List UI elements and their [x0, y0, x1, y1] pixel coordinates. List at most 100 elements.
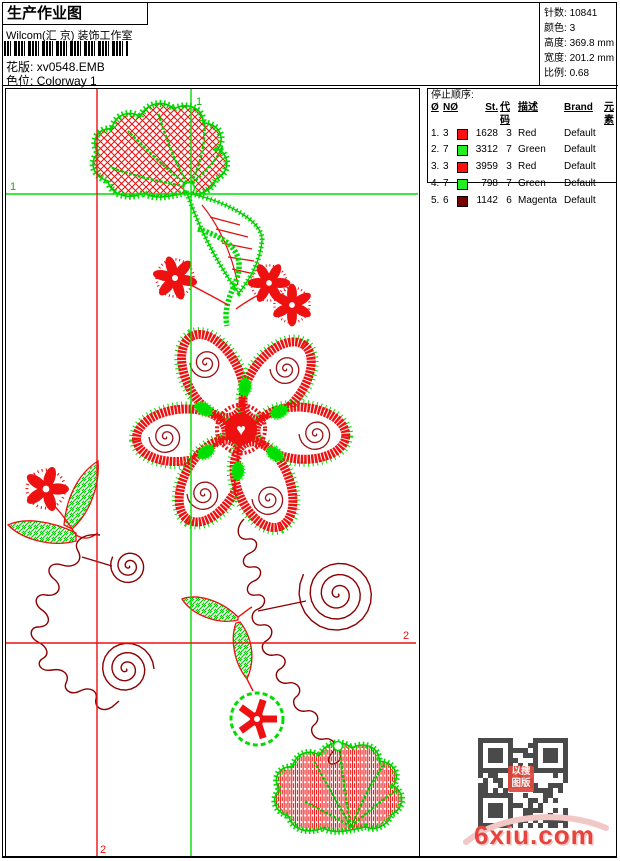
qr-module: [528, 743, 533, 748]
col-order: Ø: [431, 102, 439, 113]
qr-module: [563, 778, 568, 783]
seq-stitches: 3312: [475, 144, 498, 156]
colorway-value: Colorway 1: [36, 74, 97, 88]
qr-module: [523, 813, 528, 818]
qr-module: [558, 788, 563, 793]
pattern-file-line: 花版: xv0548.EMB: [6, 58, 105, 75]
seq-element: [604, 144, 614, 161]
col-stitches: St.: [485, 102, 498, 113]
color-swatch: [457, 162, 468, 174]
qr-module: [523, 793, 528, 798]
flower-stems: [190, 284, 267, 310]
stitch-count: 针数: 10841: [544, 8, 598, 19]
sequence-row: 3. 3 3959 3 Red Default: [431, 161, 616, 178]
design-height: 高度: 369.8 mm: [544, 38, 615, 49]
small-flower-left: [147, 250, 203, 306]
meander-stems: [30, 518, 342, 765]
qr-module: [493, 778, 498, 783]
qr-module: [483, 783, 488, 788]
qr-module: [553, 783, 558, 788]
site-watermark: 6xiu.com: [474, 820, 595, 850]
seq-code: 3: [506, 161, 512, 173]
studio-name: Wilcom(汇 京) 装饰工作室: [6, 30, 133, 42]
qr-module: [533, 798, 538, 803]
seq-code: 7: [506, 144, 512, 156]
bottom-maple-leaf: [275, 742, 402, 832]
bottom-leaves-pair: [181, 596, 254, 692]
seq-element: [604, 161, 614, 178]
qr-module: [563, 808, 568, 813]
qr-module: [528, 798, 533, 803]
qr-module: [553, 808, 558, 813]
seq-needle: 6: [443, 194, 449, 206]
qr-module: [538, 803, 543, 808]
seq-description: Magenta: [518, 194, 557, 206]
seq-description: Red: [518, 127, 537, 139]
qr-module: [543, 798, 548, 803]
qr-finder-icon: [478, 738, 513, 773]
end-marker-bottom: 2: [100, 844, 106, 856]
qr-module: [548, 783, 553, 788]
seq-needle: 7: [443, 177, 449, 189]
sequence-row: 2. 7 3312 7 Green Default: [431, 144, 616, 161]
qr-module: [478, 788, 483, 793]
seq-needle: 7: [443, 144, 449, 156]
qr-module: [518, 803, 523, 808]
qr-module: [488, 773, 493, 778]
color-swatch: [457, 145, 468, 157]
sequence-title: 停止顺序:: [431, 90, 474, 101]
seq-brand: Default: [564, 177, 596, 189]
seq-stitches: 3959: [475, 161, 498, 173]
qr-module: [558, 783, 563, 788]
qr-module: [528, 803, 533, 808]
qr-module: [523, 808, 528, 813]
qr-module: [533, 788, 538, 793]
qr-module: [543, 793, 548, 798]
seq-swatch: [457, 144, 470, 161]
stamp-seal: 以搜 图版: [508, 766, 534, 792]
circle-pinwheel-flower: [229, 691, 285, 747]
stop-sequence-table: 停止顺序: Ø NØ St. 代码 描述 Brand 元素 1. 3 1628 3 Re…: [427, 88, 617, 207]
qr-module: [528, 763, 533, 768]
seq-order: 4.: [431, 177, 440, 189]
seq-stitches: 798: [481, 177, 498, 189]
col-brand: Brand: [564, 102, 593, 113]
pattern-value: xv0548.EMB: [36, 60, 105, 74]
seq-swatch: [457, 128, 470, 145]
seq-order: 5.: [431, 194, 440, 206]
sequence-header-row: Ø NØ St. 代码 描述 Brand 元素: [431, 102, 616, 128]
qr-module: [478, 773, 483, 778]
qr-module: [513, 803, 518, 808]
qr-module: [543, 788, 548, 793]
color-swatch: [457, 195, 468, 207]
start-marker-top: 1: [196, 96, 202, 108]
left-flower-group: [6, 459, 99, 544]
qr-module: [483, 788, 488, 793]
color-swatch: [457, 178, 468, 190]
sequence-rows: 1. 3 1628 3 Red Default 2. 7 3312 7 Green Default 3.…: [431, 128, 616, 212]
seq-swatch: [457, 161, 470, 178]
qr-module: [553, 823, 558, 828]
qr-module: [553, 773, 558, 778]
flower-center-heart: ♥: [236, 422, 246, 439]
qr-module: [563, 773, 568, 778]
qr-module: [498, 783, 503, 788]
qr-module: [528, 753, 533, 758]
design-info-panel: 针数: 10841 颜色: 3 高度: 369.8 mm 宽度: 201.2 m…: [539, 2, 617, 85]
seq-code: 6: [506, 194, 512, 206]
qr-module: [558, 818, 563, 823]
sequence-row: 1. 3 1628 3 Red Default: [431, 128, 616, 145]
col-description: 描述: [518, 102, 538, 113]
spiral-large: [298, 562, 373, 631]
qr-module: [498, 778, 503, 783]
qr-module: [518, 763, 523, 768]
seq-order: 2.: [431, 144, 440, 156]
header-divider: [2, 85, 618, 86]
col-spacer: [457, 102, 470, 128]
sequence-row: 4. 7 798 7 Green Default: [431, 178, 616, 195]
qr-module: [548, 823, 553, 828]
qr-module: [548, 818, 553, 823]
qr-module: [548, 788, 553, 793]
stamp-line1: 以搜: [511, 766, 531, 777]
qr-module: [528, 808, 533, 813]
